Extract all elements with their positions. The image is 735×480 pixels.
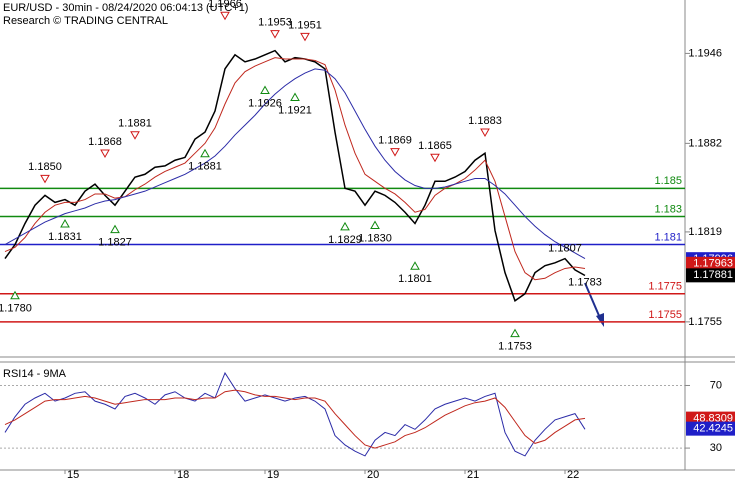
annotation-label: 1.1807	[548, 243, 582, 255]
annotation-label: 1.1869	[378, 135, 412, 147]
annotation-label: 1.1831	[48, 231, 82, 243]
low-marker	[110, 224, 120, 234]
annotation-label: 1.1829	[328, 234, 362, 246]
level-label: 1.1755	[648, 309, 682, 321]
series-line	[4, 68, 586, 260]
high-marker	[40, 174, 50, 184]
low-marker	[290, 92, 300, 102]
price-tag-label: 48.8309	[693, 413, 733, 425]
y-tick-label: 1.1819	[688, 226, 722, 238]
chart-title: EUR/USD - 30min - 08/24/2020 06:04:13 (U…	[3, 2, 248, 14]
x-tick-label: 22	[567, 469, 579, 480]
low-marker	[260, 85, 270, 95]
price-tag-label: 42.4245	[693, 423, 733, 435]
low-marker	[340, 221, 350, 231]
annotation-label: 1.1881	[118, 118, 152, 130]
annotation-label: 1.1883	[468, 115, 502, 127]
annotation-label: 1.1951	[288, 19, 322, 31]
annotation-label: 1.1827	[98, 237, 132, 249]
arrow-head	[596, 313, 604, 327]
low-marker	[10, 290, 20, 300]
high-marker	[270, 30, 280, 39]
annotation-label: 1.1780	[0, 303, 32, 315]
annotation-label: 1.1850	[28, 161, 62, 173]
y-tick-label: 30	[710, 442, 722, 454]
chart-subtitle: Research © TRADING CENTRAL	[3, 15, 168, 27]
x-tick-label: 18	[177, 469, 189, 480]
annotation-label: 1.1953	[258, 16, 292, 28]
x-tick-label: 15	[67, 469, 79, 480]
series-line	[4, 57, 586, 281]
rsi-title: RSI14 - 9MA	[3, 368, 67, 380]
annotation-label: 1.1921	[278, 104, 312, 116]
x-tick-label: 21	[467, 469, 479, 480]
low-marker	[370, 220, 380, 229]
price-tag	[686, 256, 735, 271]
price-tag-label: 1.17963	[693, 258, 733, 270]
price-tag	[686, 268, 735, 283]
annotation-label: 1.1830	[358, 232, 392, 244]
annotation-label: 1.1868	[88, 136, 122, 148]
low-marker	[510, 328, 520, 338]
price-tag-label: 1.17881	[693, 269, 733, 281]
series-line	[4, 371, 586, 457]
annotation-label: 1.1881	[188, 161, 222, 173]
y-tick-label: 1.1882	[688, 137, 722, 149]
level-label: 1.183	[654, 203, 682, 215]
annotation-label: 1.1966	[208, 0, 242, 10]
projection-arrow	[584, 282, 601, 319]
y-tick-label: 1.1755	[688, 316, 722, 328]
high-marker	[130, 131, 140, 140]
high-marker	[480, 128, 490, 137]
annotation-label: 1.1753	[498, 341, 532, 353]
level-label: 1.181	[654, 231, 682, 243]
low-marker	[60, 219, 70, 228]
annotation-label: 1.1801	[398, 273, 432, 285]
x-tick-label: 19	[267, 469, 279, 480]
y-tick-label: 1.1946	[688, 47, 722, 59]
price-tag	[686, 421, 735, 436]
annotation-label: 1.1926	[248, 97, 282, 109]
high-marker	[300, 32, 310, 42]
high-marker	[390, 148, 400, 157]
level-label: 1.1775	[648, 281, 682, 293]
y-tick-label: 70	[710, 379, 722, 391]
series-line	[4, 49, 586, 302]
annotation-label: 1.1783	[568, 276, 602, 288]
high-marker	[430, 153, 440, 163]
high-marker	[220, 11, 230, 21]
series-line	[4, 389, 586, 449]
annotation-label: 1.1865	[418, 140, 452, 152]
level-label: 1.185	[654, 175, 682, 187]
high-marker	[100, 149, 110, 159]
low-marker	[200, 148, 210, 158]
x-tick-label: 20	[367, 469, 379, 480]
low-marker	[410, 261, 420, 270]
